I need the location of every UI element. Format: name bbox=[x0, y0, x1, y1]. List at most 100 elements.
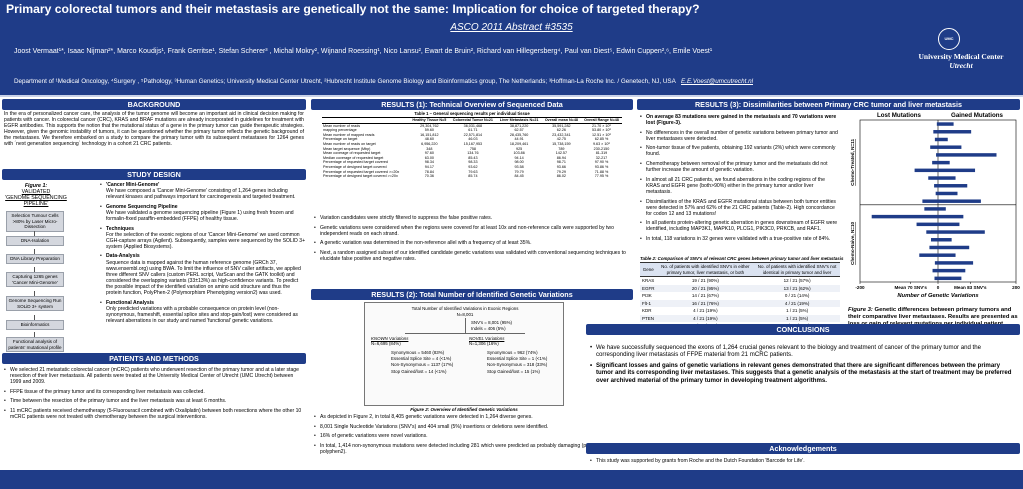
table-cell: Flt-1 bbox=[640, 299, 657, 307]
results1-bullets: Variation candidates were strictly filte… bbox=[314, 215, 632, 266]
bar-gained bbox=[938, 176, 956, 180]
table-row: Flt-1 16 / 21 (76%) 4 / 21 (19%) bbox=[640, 299, 840, 307]
group-label: Chemo-Naive, N=10 bbox=[850, 221, 855, 264]
bar-lost bbox=[934, 184, 938, 188]
bar-lost bbox=[929, 245, 938, 250]
results3-item: On average 83 mutations were gained in t… bbox=[640, 114, 840, 126]
table-cell: PTEN bbox=[640, 314, 657, 322]
bar-lost bbox=[916, 222, 938, 227]
table-cell: KDR bbox=[642, 308, 652, 313]
bar-lost bbox=[932, 268, 938, 273]
flow-step: Capturing 1265 genes 'Cancer Mini-Genome… bbox=[6, 272, 64, 287]
results2-item: In total, 1,414 non-synonymous mutations… bbox=[314, 443, 632, 455]
acknowledgements-item: This study was supported by grants from … bbox=[590, 458, 1018, 464]
table-cell: 16 / 21 (76%) bbox=[656, 299, 755, 307]
table-cell: 38,871,220 bbox=[509, 123, 529, 128]
table-row: KDR 4 / 21 (19%) 1 / 21 (5%) bbox=[640, 307, 840, 315]
bar-lost bbox=[924, 207, 938, 211]
table-cell: Median coverage of requested target bbox=[323, 155, 384, 160]
table-cell: 93.62 bbox=[468, 164, 478, 169]
table-cell: 9.63 × 10⁶ bbox=[592, 141, 610, 146]
table-cell: 62.26 bbox=[556, 128, 566, 133]
table-cell: 62.85 % bbox=[594, 137, 609, 142]
flow-step: DNA Library Preparation bbox=[6, 254, 64, 264]
fig2-stem bbox=[465, 318, 466, 333]
table-cell: Percentage of designed target covered >=… bbox=[323, 174, 398, 179]
table-cell: 70.36 bbox=[424, 174, 434, 179]
study-design-item-text: For the selection of the exonic regions … bbox=[106, 231, 306, 250]
conclusions-items: We have successfully sequenced the exons… bbox=[590, 344, 1018, 384]
background-header: BACKGROUND bbox=[2, 99, 306, 110]
results2-header: RESULTS (2): Total Number of Identified … bbox=[311, 289, 633, 300]
table-cell: 78.84 bbox=[424, 169, 434, 174]
table-row: Median coverage of requested target 63.00… bbox=[322, 156, 622, 161]
table-row: Percentage of designed target covered >=… bbox=[322, 174, 622, 179]
table-cell: 46.03 bbox=[468, 137, 478, 142]
acknowledgements-header: Acknowledgements bbox=[586, 443, 1020, 454]
table-row: Mean number of mapped reads 16,151,812 22,… bbox=[322, 133, 622, 138]
bar-gained bbox=[938, 153, 997, 157]
table-cell: 61.71 bbox=[468, 128, 478, 133]
fig2-snvs: SNV's = 8,001 (95%) bbox=[471, 320, 512, 325]
novel-item: Non-Synonymous = 318 (33%) bbox=[487, 362, 548, 368]
flow-arrow bbox=[34, 291, 35, 296]
bar-lost bbox=[934, 276, 938, 281]
table-cell: 62.57 bbox=[514, 128, 524, 133]
bar-lost bbox=[934, 261, 938, 265]
table-cell: 103.86 bbox=[513, 151, 525, 156]
flow-step: Functional analysis of patients' mutatio… bbox=[6, 337, 64, 352]
study-design-item-title: 'Cancer Mini-Genome' bbox=[106, 182, 160, 188]
bar-lost bbox=[922, 199, 938, 203]
table-cell: 77.95 % bbox=[594, 174, 609, 179]
email-link[interactable]: E.E.Voest@umcutrecht.nl bbox=[681, 78, 753, 85]
table1-header-cell: Liver Metastasis N=21 bbox=[496, 117, 542, 124]
results1-item: A genetic variation was determined in th… bbox=[314, 240, 632, 246]
bar-gained bbox=[938, 191, 958, 196]
table-cell: Percentage of requested target covered bbox=[323, 160, 388, 165]
table-cell: 85.43 bbox=[468, 155, 478, 160]
table-cell: KRAS bbox=[642, 278, 655, 283]
flow-step: Genome Sequencing Run SOLiD 3+ system bbox=[6, 296, 64, 311]
study-design-item-text: Only predicted variations with a probabl… bbox=[106, 305, 298, 324]
table-cell: 19 / 21 (90%) bbox=[691, 278, 719, 283]
table-cell: 94.14 bbox=[514, 155, 524, 160]
chart-title-left: Lost Mutations bbox=[877, 112, 922, 119]
patients-header: PATIENTS AND METHODS bbox=[2, 353, 306, 364]
abstract-link[interactable]: ASCO 2011 Abstract #3535 bbox=[450, 22, 573, 33]
figure1-caption: Figure 1: VALIDATED 'GENOME SEQUENCING P… bbox=[2, 183, 70, 207]
table-cell: 85.74 bbox=[468, 174, 478, 179]
results3-item: No differences in the overall number of … bbox=[640, 130, 840, 142]
table-cell: 16,151,812 bbox=[420, 132, 439, 137]
table-cell: 925 bbox=[516, 146, 523, 151]
table-cell: 93.66 bbox=[556, 164, 566, 169]
table-cell: 20 / 21 (95%) bbox=[656, 284, 755, 292]
results1-items: Variation candidates were strictly filte… bbox=[314, 215, 632, 262]
table-cell: 32-217 bbox=[595, 155, 608, 160]
novel-item: Synonymous = 962 (74%) bbox=[487, 350, 538, 355]
bar-gained bbox=[938, 168, 976, 173]
results3-bullets: On average 83 mutations were gained in t… bbox=[640, 114, 840, 246]
patients-item: 11 mCRC patients received chemotherapy (… bbox=[4, 408, 304, 420]
bar-gained bbox=[938, 222, 960, 227]
results1-header: RESULTS (1): Technical Overview of Seque… bbox=[311, 99, 633, 110]
results3-item: Chemotherapy between removal of the prim… bbox=[640, 161, 840, 173]
table-cell: 789 bbox=[558, 146, 565, 151]
table2-header-cell: No. of patients with identified SNV's no… bbox=[754, 262, 840, 277]
bar-lost bbox=[930, 238, 938, 242]
table-cell: 97.90 % bbox=[594, 160, 609, 165]
table-cell: 42.75 bbox=[556, 137, 566, 142]
bar-lost bbox=[919, 253, 938, 257]
bar-gained bbox=[938, 276, 962, 281]
bar-gained bbox=[938, 214, 964, 219]
bar-lost bbox=[932, 160, 938, 165]
x-tick-label: Mean 70 SNV's bbox=[894, 285, 927, 290]
patients-item: FFPE tissue of the primary tumor and its… bbox=[4, 389, 304, 395]
results3-item: Dissimilarities of the KRAS and EGFR mut… bbox=[640, 199, 840, 217]
known-n: N=6,695 (84%) bbox=[371, 341, 401, 346]
poster-title: Primary colorectal tumors and their meta… bbox=[6, 2, 700, 16]
table-cell: 21.70 × 10⁶ bbox=[591, 123, 611, 128]
logo-text: University Medical Center Utrecht bbox=[902, 52, 1020, 70]
study-design-item-text: We have validated a genome sequencing pi… bbox=[106, 209, 294, 222]
